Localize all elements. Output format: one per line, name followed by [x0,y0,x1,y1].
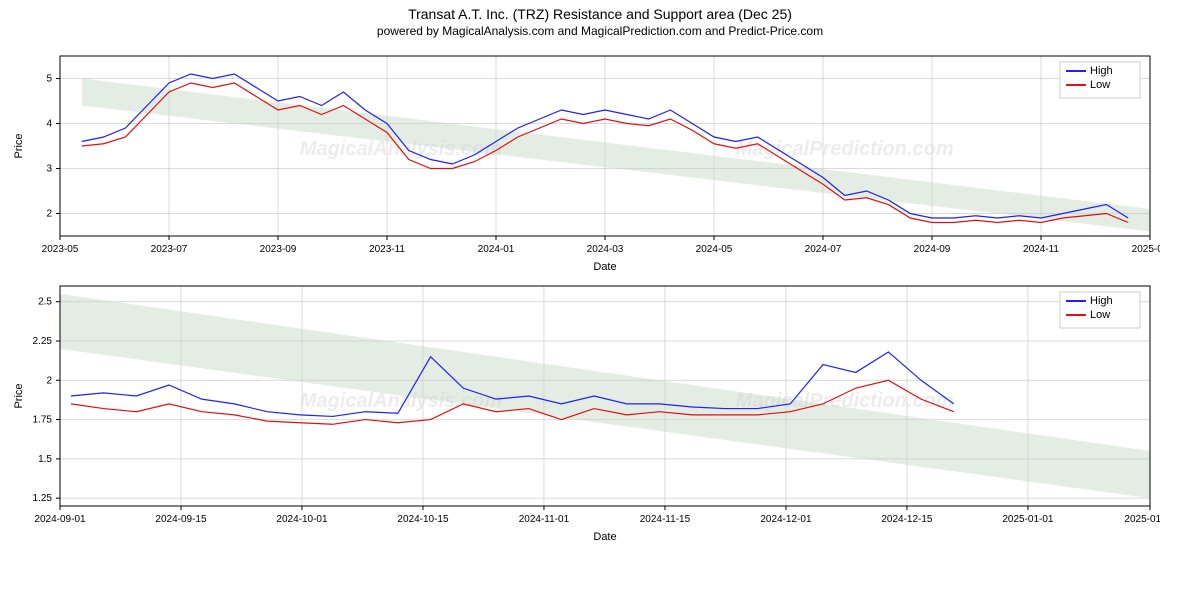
svg-text:Price: Price [13,383,25,408]
svg-text:2024-09-01: 2024-09-01 [34,514,86,525]
svg-text:2: 2 [46,209,52,220]
svg-text:2024-11-15: 2024-11-15 [640,514,691,525]
svg-text:2024-09-15: 2024-09-15 [155,514,207,525]
svg-text:Date: Date [593,261,616,273]
svg-text:2024-11-01: 2024-11-01 [519,514,570,525]
svg-text:2024-12-15: 2024-12-15 [881,514,933,525]
chart-svg-2: 1.25 1.5 1.75 2 2.25 2.5 2024-09-01 2024-09-15 2… [0,276,1160,546]
chart-svg-1: 2 3 4 5 2023-05 2023-07 2023-09 2023-11 2024-01 2… [0,46,1160,276]
svg-text:1.5: 1.5 [38,454,52,465]
svg-text:2024-10-01: 2024-10-01 [276,514,328,525]
svg-text:2024-01: 2024-01 [478,244,515,255]
svg-text:2024-12-01: 2024-12-01 [760,514,812,525]
chart-title: Transat A.T. Inc. (TRZ) Resistance and S… [0,6,1200,22]
svg-text:Price: Price [13,133,25,158]
svg-text:MagicalPrediction.com: MagicalPrediction.com [736,138,954,160]
svg-text:2024-09: 2024-09 [914,244,951,255]
svg-text:High: High [1090,295,1113,307]
svg-text:2024-11: 2024-11 [1023,244,1059,255]
svg-text:2024-05: 2024-05 [696,244,733,255]
svg-text:High: High [1090,65,1113,77]
svg-text:2.25: 2.25 [33,336,53,347]
svg-text:2023-09: 2023-09 [260,244,297,255]
chart-panel-2: 1.25 1.5 1.75 2 2.25 2.5 2024-09-01 2024-09-15 2… [0,276,1200,546]
svg-text:3: 3 [46,164,52,175]
svg-text:1.75: 1.75 [33,415,53,426]
svg-text:Low: Low [1090,309,1110,321]
svg-text:2024-03: 2024-03 [587,244,624,255]
svg-text:2023-05: 2023-05 [42,244,79,255]
svg-text:Date: Date [593,531,616,543]
svg-text:4: 4 [46,119,52,130]
svg-text:2023-11: 2023-11 [369,244,405,255]
chart-panel-1: 2 3 4 5 2023-05 2023-07 2023-09 2023-11 2024-01 2… [0,46,1200,276]
svg-text:2: 2 [46,375,52,386]
svg-text:5: 5 [46,74,52,85]
svg-text:2024-10-15: 2024-10-15 [397,514,449,525]
svg-text:2025-01-01: 2025-01-01 [1002,514,1054,525]
svg-text:2025-01-15: 2025-01-15 [1124,514,1160,525]
svg-text:2023-07: 2023-07 [151,244,188,255]
svg-text:2024-07: 2024-07 [805,244,842,255]
svg-text:2.5: 2.5 [38,297,52,308]
svg-text:2025-01: 2025-01 [1132,244,1160,255]
svg-text:Low: Low [1090,79,1110,91]
svg-text:1.25: 1.25 [33,493,53,504]
chart-subtitle: powered by MagicalAnalysis.com and Magic… [0,24,1200,38]
